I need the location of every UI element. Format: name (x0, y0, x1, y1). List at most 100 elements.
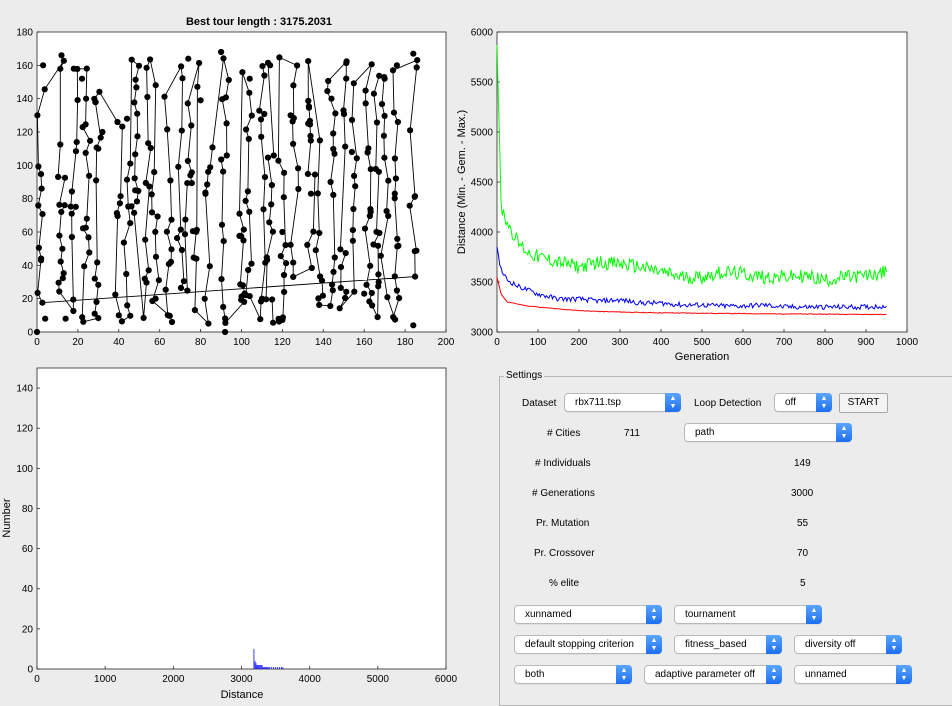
city-point (168, 318, 176, 326)
city-point (327, 178, 334, 186)
city-point (144, 93, 151, 101)
city-point (219, 96, 226, 103)
city-point (82, 149, 89, 156)
city-point (127, 312, 134, 319)
city-point (177, 284, 185, 291)
both-select[interactable]: both ▲ ▼ (514, 665, 632, 684)
city-point (257, 116, 265, 123)
tour-x-tick-label: 80 (195, 337, 207, 348)
city-point (349, 227, 356, 234)
city-point (362, 87, 369, 94)
convergence-x-tick-label: 900 (858, 337, 875, 348)
city-point (307, 137, 314, 144)
city-point (396, 295, 403, 302)
city-point (42, 315, 49, 322)
max-distance-line (496, 44, 887, 288)
city-point (330, 191, 337, 198)
city-point (114, 213, 121, 220)
city-point (261, 174, 269, 181)
city-point (270, 152, 277, 159)
city-point (151, 169, 158, 176)
crossover-label: Pr. Crossover (534, 548, 595, 559)
dataset-select[interactable]: rbx711.tsp ▲ ▼ (564, 393, 681, 412)
city-point (385, 212, 392, 220)
city-point (118, 318, 125, 325)
tour-x-tick-label: 0 (34, 337, 40, 348)
city-point (304, 170, 311, 177)
tour-y-tick-label: 160 (16, 61, 33, 72)
city-point (318, 277, 326, 284)
unnamed-select[interactable]: unnamed ▲ ▼ (794, 665, 912, 684)
city-point (311, 171, 319, 178)
tour-y-tick-label: 40 (22, 261, 34, 272)
city-point (83, 215, 90, 222)
city-point (40, 62, 47, 69)
city-point (327, 302, 334, 310)
city-point (91, 310, 98, 317)
city-point (142, 179, 149, 186)
city-point (222, 319, 229, 326)
city-point (257, 316, 264, 323)
convergence-y-tick-label: 3000 (471, 328, 494, 339)
chevron-updown-icon: ▲ ▼ (766, 635, 782, 654)
crossover-value[interactable]: 70 (797, 548, 809, 559)
histogram-bar (263, 667, 265, 669)
mutation-value[interactable]: 55 (797, 518, 809, 529)
city-point (145, 140, 152, 147)
city-point (391, 195, 398, 202)
city-point (362, 100, 369, 107)
adaptive-parameter-select[interactable]: adaptive parameter off ▲ ▼ (644, 665, 782, 684)
diversity-select[interactable]: diversity off ▲ ▼ (794, 635, 902, 654)
convergence-x-tick-label: 800 (817, 337, 834, 348)
city-point (329, 281, 336, 288)
diversity-select-value: diversity off (805, 639, 856, 650)
city-point (361, 225, 369, 232)
city-point (248, 260, 255, 267)
individuals-value[interactable]: 149 (794, 458, 811, 469)
mutation-operator-select[interactable]: xunnamed ▲ ▼ (514, 605, 662, 624)
city-point (194, 83, 201, 90)
city-point (395, 242, 402, 249)
city-point (59, 245, 66, 252)
elite-value[interactable]: 5 (800, 578, 806, 589)
city-point (184, 180, 191, 187)
city-point (72, 148, 80, 155)
city-point (70, 65, 77, 72)
tour-route (33, 48, 421, 336)
histogram-bar (260, 665, 262, 669)
city-point (57, 258, 64, 265)
city-point (128, 56, 135, 63)
city-point (383, 208, 390, 215)
city-point (79, 124, 86, 131)
city-point (390, 314, 397, 321)
city-point (193, 228, 200, 235)
city-point (343, 60, 350, 67)
city-point (134, 110, 141, 117)
city-point (258, 295, 266, 302)
survivor-select[interactable]: fitness_based ▲ ▼ (674, 635, 782, 654)
city-point (246, 293, 253, 300)
city-point (367, 166, 374, 173)
tour-x-tick-label: 60 (154, 337, 166, 348)
city-point (133, 198, 141, 205)
city-point (376, 72, 383, 79)
city-point (91, 275, 98, 282)
start-button[interactable]: START (839, 393, 888, 413)
city-point (283, 260, 290, 267)
loop-detection-select[interactable]: off ▲ ▼ (774, 393, 832, 412)
city-point (205, 320, 212, 327)
city-point (60, 270, 67, 277)
city-point (413, 64, 420, 71)
generations-value[interactable]: 3000 (791, 488, 814, 499)
chevron-updown-icon: ▲ ▼ (896, 665, 912, 684)
city-point (162, 286, 169, 293)
city-point (184, 100, 191, 107)
city-point (337, 264, 345, 271)
city-point (218, 48, 225, 56)
selection-select[interactable]: tournament ▲ ▼ (674, 605, 822, 624)
stopping-criterion-select[interactable]: default stopping criterion ▲ ▼ (514, 635, 662, 654)
representation-select[interactable]: path ▲ ▼ (684, 423, 852, 442)
city-point (290, 259, 297, 266)
convergence-y-tick-label: 4000 (471, 228, 494, 239)
histogram-plot-axes (36, 367, 447, 670)
